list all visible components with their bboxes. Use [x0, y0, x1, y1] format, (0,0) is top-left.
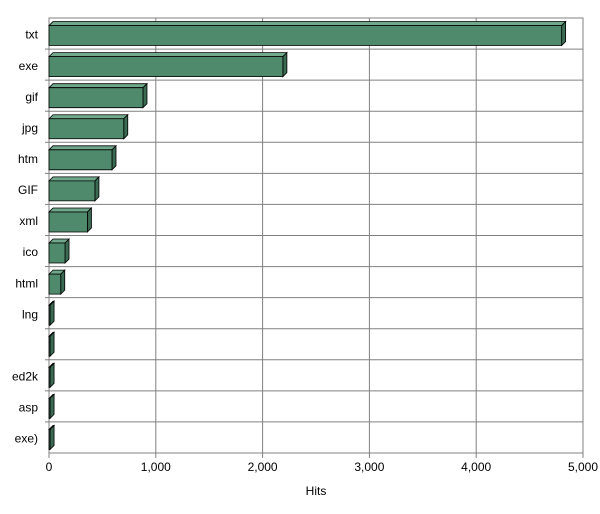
y-tick-label: ico	[23, 245, 39, 259]
x-tick-label: 0	[46, 460, 53, 474]
bar-top	[48, 114, 129, 120]
bar-side	[49, 300, 55, 327]
y-tick-label: GIF	[18, 183, 38, 197]
bar-side	[282, 51, 288, 78]
bar-top	[48, 83, 148, 89]
y-tick-label: xml	[19, 214, 38, 228]
y-tick-label: exe	[19, 59, 39, 73]
bar-side	[142, 82, 148, 109]
x-tick-label: 1,000	[141, 460, 171, 474]
y-tick-label: html	[15, 276, 38, 290]
y-tick-label: htm	[18, 152, 38, 166]
bar-front	[48, 366, 51, 388]
bar-front	[48, 56, 284, 78]
bar-side	[49, 362, 55, 389]
x-axis-label: Hits	[306, 484, 327, 498]
bar	[48, 362, 56, 389]
bar	[48, 175, 100, 202]
x-tick-label: 2,000	[248, 460, 278, 474]
bar	[48, 113, 129, 140]
bar	[48, 331, 56, 358]
bar-side	[60, 269, 66, 296]
bar-side	[49, 393, 55, 420]
bar-front	[48, 304, 51, 326]
bar	[48, 51, 288, 78]
bar-top	[48, 207, 93, 213]
bar-side	[49, 331, 55, 358]
bar-front	[48, 118, 125, 140]
bar-front	[48, 273, 62, 295]
y-tick-label: asp	[19, 401, 39, 415]
bar-front	[48, 429, 51, 450]
y-tick-label: ed2k	[12, 369, 39, 383]
bar-top	[48, 52, 288, 58]
bar-side	[561, 20, 567, 47]
bar-front	[48, 87, 144, 109]
y-tick-label: exe)	[15, 432, 38, 446]
bar-front	[48, 211, 88, 233]
bar-top	[48, 21, 567, 26]
x-tick-label: 4,000	[461, 460, 491, 474]
bar	[48, 82, 148, 109]
bar-front	[48, 25, 563, 46]
y-tick-label: jpg	[21, 121, 38, 135]
bar-front	[48, 397, 51, 419]
bar	[48, 300, 56, 327]
y-tick-label: txt	[25, 28, 38, 42]
x-tick-label: 3,000	[354, 460, 384, 474]
bar	[48, 269, 66, 296]
bar	[48, 424, 56, 451]
y-tick-label: lng	[22, 307, 38, 321]
bar	[48, 206, 93, 233]
y-tick-label: gif	[25, 90, 38, 104]
bar	[48, 144, 117, 171]
bar-front	[48, 335, 51, 357]
bar-side	[94, 175, 100, 202]
bar	[48, 238, 70, 265]
bar-side	[111, 144, 117, 171]
bar-front	[48, 149, 113, 171]
bar	[48, 20, 567, 47]
bar-top	[48, 176, 100, 182]
bar-front	[48, 242, 66, 264]
bar-side	[49, 424, 55, 451]
bar-top	[48, 145, 117, 151]
bar	[48, 393, 56, 420]
x-tick-label: 5,000	[568, 460, 598, 474]
bar-front	[48, 180, 96, 202]
bar-side	[87, 206, 92, 233]
bar-side	[123, 113, 129, 140]
bar-side	[64, 238, 70, 265]
